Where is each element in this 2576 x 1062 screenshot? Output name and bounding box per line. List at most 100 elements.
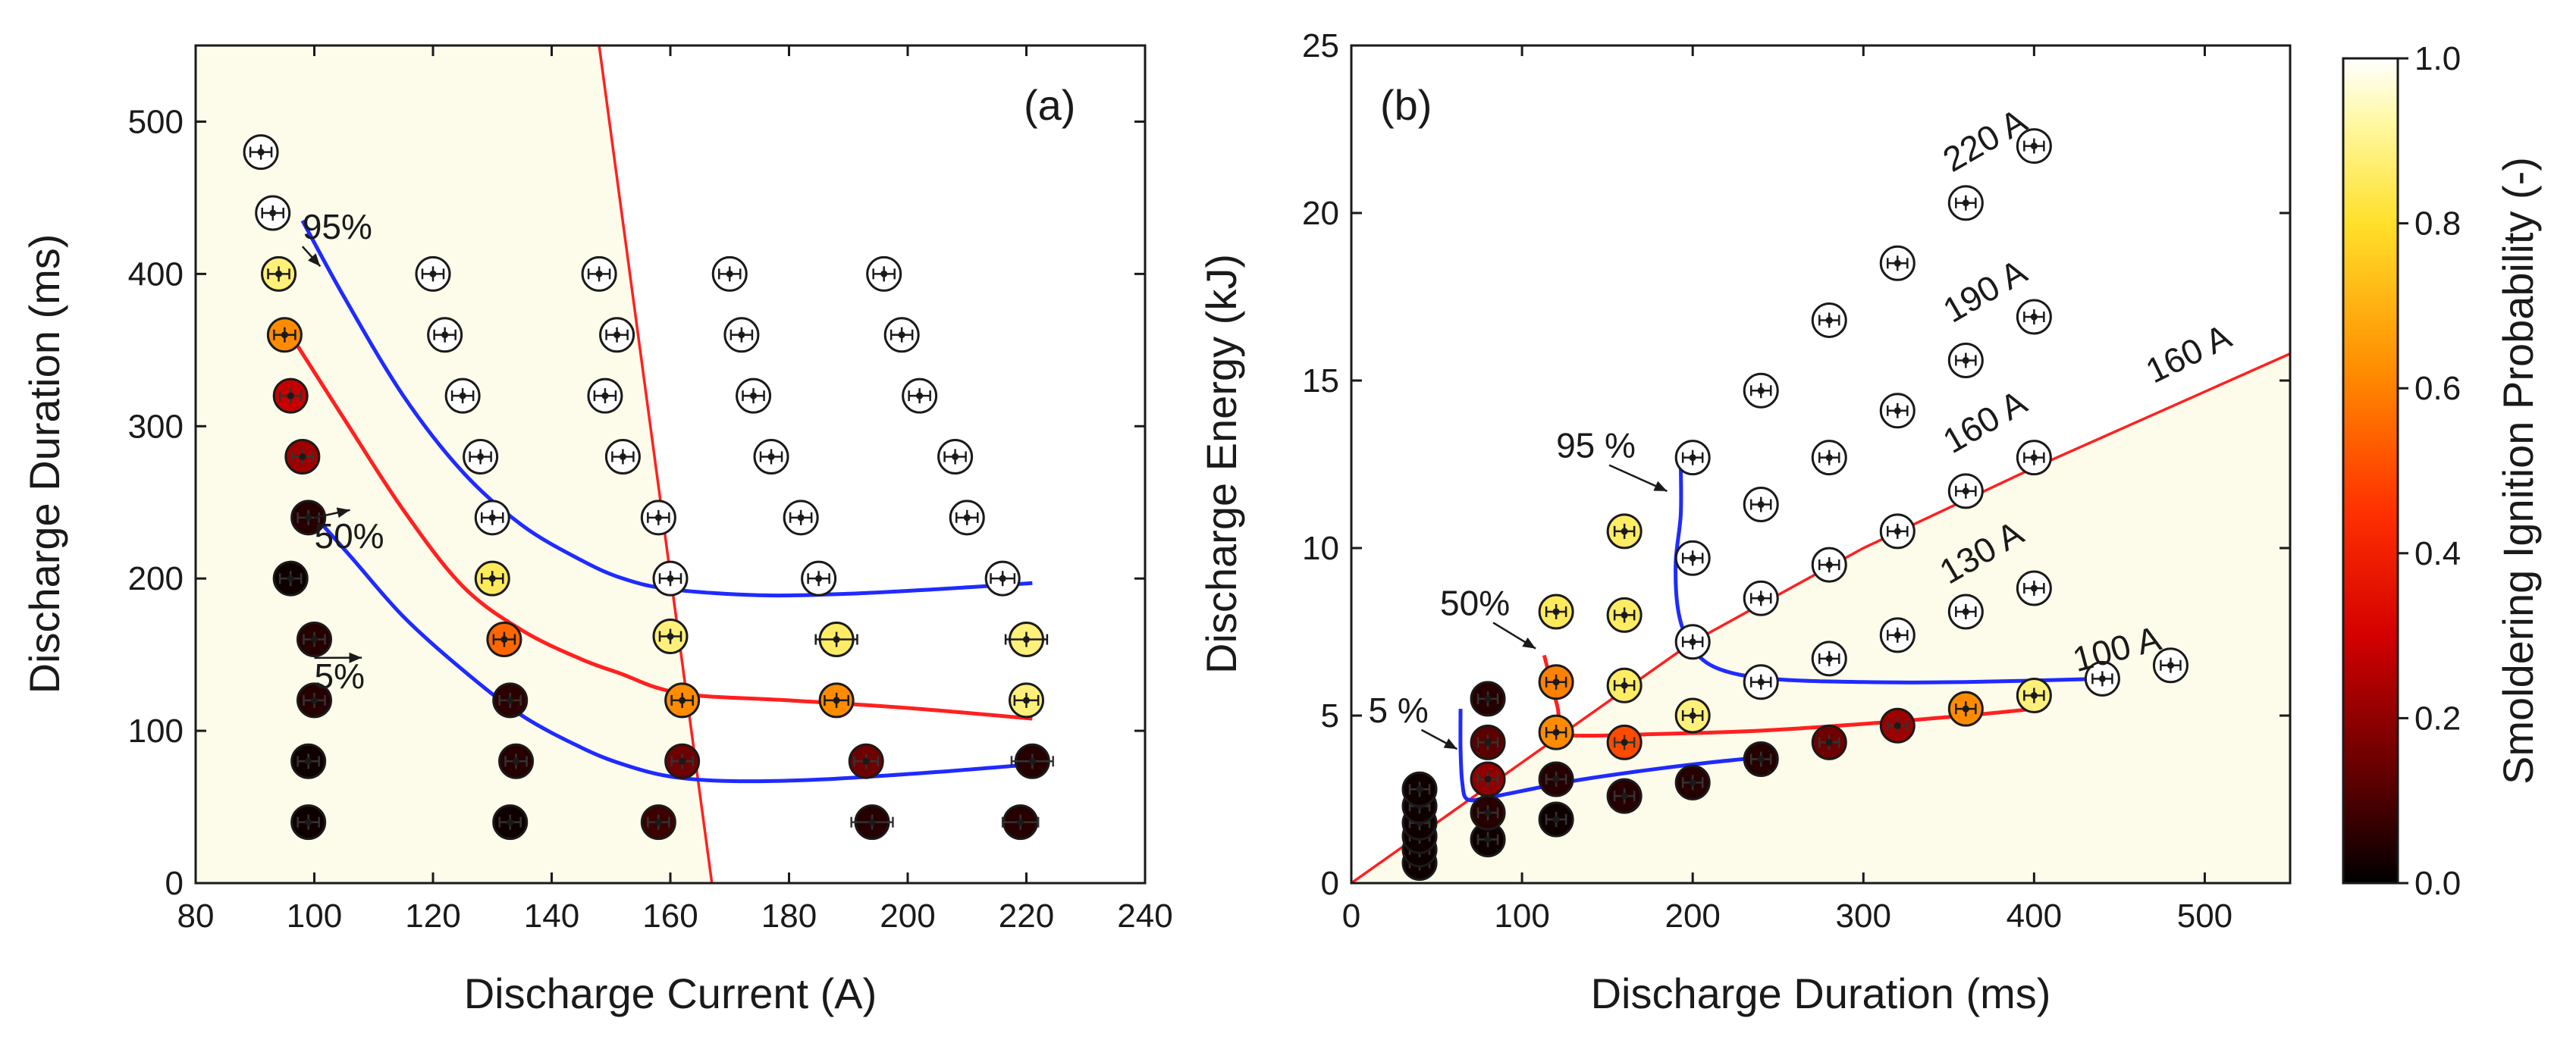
panel-a-point-22 <box>581 255 617 292</box>
panel-b-xtick-label: 0 <box>1342 898 1360 935</box>
panel-b-point-46 <box>2016 677 2052 713</box>
panel-a-point-48 <box>1004 622 1049 658</box>
panel-b-ytick-label: 25 <box>1302 27 1339 64</box>
panel-a-point-3 <box>266 317 303 353</box>
panel-a-point-13 <box>427 317 463 353</box>
panel-a-ticks: 80 100 120 140 160 180 200 220 240 0 100 200 300 400 5… <box>128 45 1173 935</box>
panel-a-point-28 <box>652 619 689 655</box>
panel-a-ytick-label: 500 <box>128 103 184 140</box>
panel-b-point-12 <box>1538 761 1574 797</box>
panel-b-arrowhead <box>1443 738 1457 750</box>
panel-b-point-24 <box>1674 540 1711 576</box>
panel-a-annotation: 5% <box>315 656 365 696</box>
panel-a-point-30 <box>664 743 701 779</box>
panel-a-point-43 <box>883 317 920 353</box>
panel-b-point-52 <box>2152 647 2189 684</box>
panel-a-point-45 <box>937 438 974 475</box>
panel-a-xtick-label: 160 <box>642 898 698 935</box>
panel-a-point-27 <box>652 560 689 597</box>
panel-b-point-29 <box>1743 487 1779 523</box>
panel-a-xtick-label: 180 <box>761 898 817 935</box>
panel-a-xtick-label: 100 <box>287 898 342 935</box>
colorbar-tick-label: 1.0 <box>2414 40 2461 77</box>
panel-a-point-18 <box>486 622 522 658</box>
panel-b-point-47 <box>2016 570 2052 606</box>
panel-a-point-16 <box>474 500 510 536</box>
panel-a-point-46 <box>949 500 985 536</box>
panel-b-arrowhead <box>1653 481 1668 491</box>
panel-b-xtick-label: 100 <box>1494 898 1549 935</box>
colorbar-tick-label: 0.0 <box>2414 865 2461 902</box>
panel-a-xtick-label: 140 <box>524 898 579 935</box>
panel-a-point-0 <box>243 134 279 171</box>
panel-a-point-39 <box>818 682 855 719</box>
panel-a-point-51 <box>1001 804 1040 841</box>
panel-b-point-31 <box>1811 724 1847 760</box>
panel-b-ytick-label: 5 <box>1321 697 1339 735</box>
panel-a-label: (a) <box>1024 81 1075 129</box>
panel-a-xtick-label: 200 <box>880 898 935 935</box>
panel-b-xtick-label: 300 <box>1836 898 1891 935</box>
panel-a-annotation: 50% <box>315 516 384 556</box>
panel-b-point-8 <box>1470 761 1506 797</box>
panel-a-point-10 <box>290 743 327 779</box>
panel-b-ytick-label: 0 <box>1321 865 1339 902</box>
panel-b-point-43 <box>1947 473 1984 509</box>
panel-a-point-12 <box>415 255 451 292</box>
panel-b-point-18 <box>1606 667 1643 703</box>
panel-b-point-38 <box>1879 513 1916 550</box>
panel-b-point-50 <box>2016 128 2052 164</box>
panel-b-point-6 <box>1470 822 1506 858</box>
panel-b-point-32 <box>1811 641 1847 677</box>
panel-a-point-42 <box>866 255 902 292</box>
panel-a-point-17 <box>474 560 510 597</box>
panel-a-point-41 <box>850 804 894 841</box>
colorbar-gradient <box>2342 57 2399 885</box>
panel-b-point-51 <box>2084 660 2120 697</box>
colorbar-ticks: 0.0 0.2 0.4 0.6 0.8 1.0 <box>2398 40 2461 902</box>
panel-a-boundary-line <box>598 45 714 883</box>
panel-a-point-37 <box>801 560 837 597</box>
panel-b-point-25 <box>1674 440 1711 476</box>
panel-a-arrowhead <box>336 507 350 518</box>
panel-b-annotation: 50% <box>1440 583 1510 622</box>
colorbar-tick-label: 0.8 <box>2414 205 2461 243</box>
panel-b-annotation: 160 A <box>2140 316 2238 390</box>
panel-b-point-27 <box>1743 664 1779 700</box>
panel-a-points <box>243 134 1054 841</box>
panel-a-point-5 <box>284 438 321 475</box>
panel-a-point-8 <box>297 622 332 658</box>
panel-a-point-34 <box>736 377 772 414</box>
panel-b-point-40 <box>1879 245 1916 281</box>
panel-a-xtick-label: 120 <box>405 898 460 935</box>
panel-a-point-6 <box>290 500 327 536</box>
panel-b-point-34 <box>1811 440 1847 476</box>
panel-b-ytick-label: 20 <box>1302 195 1339 232</box>
panel-b-ytick-label: 10 <box>1302 530 1339 567</box>
panel-a-ytick-label: 400 <box>128 255 184 293</box>
panel-b-point-41 <box>1947 691 1984 727</box>
colorbar-label: Smoldering Ignition Probability (-) <box>2494 157 2542 785</box>
panel-a-point-44 <box>902 377 938 414</box>
panel-b-label: (b) <box>1380 81 1432 129</box>
panel-a-point-9 <box>297 682 332 719</box>
panel-a-xtick-label: 240 <box>1117 898 1172 935</box>
panel-a-arrowhead <box>308 253 321 267</box>
panel-a-ytick-label: 0 <box>165 865 184 902</box>
panel-a-arrowhead <box>349 652 362 663</box>
panel-b-point-13 <box>1538 714 1574 750</box>
panel-b-point-22 <box>1674 697 1711 734</box>
panel-b-point-45 <box>1947 185 1984 221</box>
panel-b-point-10 <box>1470 681 1506 717</box>
panel-b-point-36 <box>1879 707 1916 744</box>
panel-b-ignition-region <box>1351 353 2290 883</box>
panel-b-point-26 <box>1743 741 1779 777</box>
panel-b-annotation: 5 % <box>1369 691 1429 730</box>
panel-a-point-11 <box>290 804 327 841</box>
panel-b-point-9 <box>1470 724 1506 760</box>
panel-a-point-31 <box>640 804 676 841</box>
panel-b-annotation: 220 A <box>1936 101 2033 180</box>
panel-a-annotation: 95% <box>303 207 372 246</box>
panel-a-ylabel: Discharge Duration (ms) <box>20 234 68 694</box>
panel-b-xlabel: Discharge Duration (ms) <box>1591 970 2051 1017</box>
